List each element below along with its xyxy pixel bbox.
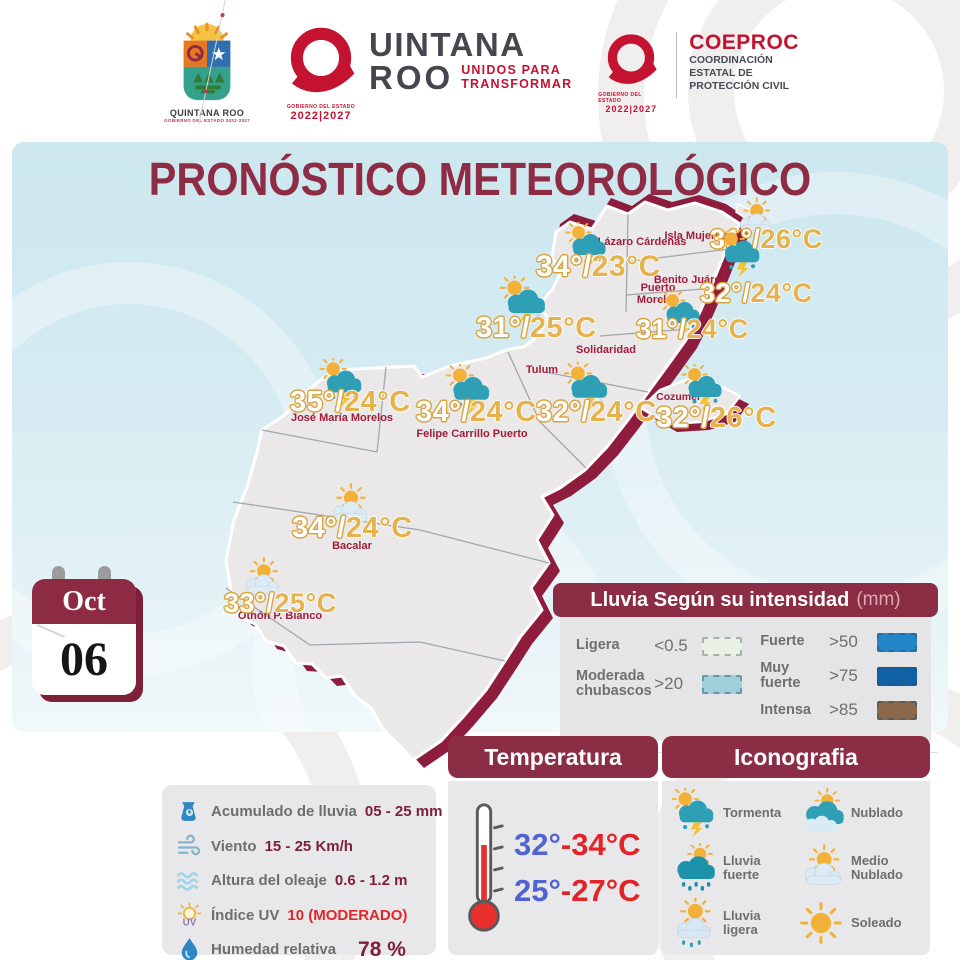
shield-caption: QUINTANA ROO (169, 108, 245, 118)
temp-tulum: 32°/24°C (536, 396, 657, 428)
coeproc-logo-group: GOBIERNO DEL ESTADO 2022|2027 COEPROC CO… (598, 30, 799, 114)
brand-q-icon (282, 22, 360, 108)
legend-item-muy-fuerte: Muy fuerte >75 (760, 660, 917, 691)
city-label-solidaridad: Solidaridad (576, 344, 636, 356)
brand-gov-label: GOBIERNO DEL ESTADO (287, 104, 355, 110)
coeproc-subtitle-2: ESTATAL DE (689, 67, 753, 80)
conditions-panel: Acumulado de lluvia 05 - 25 mm Viento 15… (162, 785, 442, 960)
row-viento: Viento 15 - 25 Km/h (176, 833, 424, 860)
coeproc-term: 2022|2027 (605, 104, 658, 114)
day-range-high: -34°C (560, 827, 641, 862)
date-card: Oct 06 (32, 566, 144, 704)
city-label-felipe-carrillo-puerto: Felipe Carrillo Puerto (416, 428, 528, 440)
swatch-muy-fuerte (877, 666, 917, 686)
temperature-panel-header: Temperatura (448, 736, 658, 778)
date-day: 06 (60, 632, 108, 686)
row-acumulado-lluvia: Acumulado de lluvia 05 - 25 mm (176, 798, 442, 825)
legend-item-moderada: Moderada chubascos >20 (576, 668, 743, 699)
legend-soleado: Soleado (796, 896, 924, 951)
coeproc-name: COEPROC (689, 31, 799, 54)
iconography-panel-title: Iconografia (734, 743, 858, 770)
temp-othon-p-blanco: 33°/25°C (224, 588, 337, 618)
nublado-icon (796, 788, 846, 838)
temp-felipe-carrillo-puerto: 34°/24°C (416, 396, 537, 428)
page-title: PRONÓSTICO METEOROLÓGICO (148, 153, 812, 205)
brand-term: 2022|2027 (290, 110, 352, 122)
date-month: Oct (62, 585, 106, 617)
humidity-drop-icon (181, 938, 198, 960)
temperature-ranges: 32°-34°C 25°-27°C (514, 827, 640, 909)
temp-cozumel: 32°/26°C (656, 402, 777, 434)
temp-bacalar: 34°/24°C (292, 512, 413, 544)
swatch-fuerte (877, 632, 917, 652)
brand-word-bottom: ROO (369, 59, 454, 96)
rain-legend-unit: (mm) (856, 589, 901, 610)
swatch-moderada (702, 674, 743, 694)
swatch-intensa (877, 700, 917, 720)
quintana-roo-wordmark: GOBIERNO DEL ESTADO 2022|2027 UINTANA RO… (279, 22, 572, 122)
row-altura-oleaje: Altura del oleaje 0.6 - 1.2 m (176, 867, 424, 894)
coeproc-q-icon (601, 30, 661, 96)
brand-tagline-1: UNIDOS PARA (461, 63, 561, 77)
coeproc-subtitle-3: PROTECCIÓN CIVIL (689, 80, 790, 93)
lluvia-fuerte-icon (668, 843, 718, 893)
svg-text:UV: UV (183, 917, 197, 928)
iconography-panel-header: Iconografia (662, 736, 930, 778)
uv-index-icon: UV (177, 902, 202, 928)
swatch-ligera (702, 636, 743, 656)
temp-benito-juarez: 32°/24°C (700, 278, 813, 308)
rain-intensity-legend: Lluvia Según su intensidad (mm) Ligera <… (553, 583, 938, 754)
thermometer-icon (468, 803, 504, 932)
brand-tagline-2: TRANSFORMAR (461, 76, 573, 91)
brand-word-top: UINTANA (369, 26, 526, 63)
weather-icon-benito-juarez (714, 228, 764, 278)
temp-puerto-morelos: 31°/24°C (636, 314, 749, 344)
legend-tormenta: Tormenta (668, 785, 796, 840)
legend-medio-nublado: Medio Nublado (796, 840, 924, 895)
legend-item-fuerte: Fuerte >50 (760, 632, 917, 652)
rain-legend-header: Lluvia Según su intensidad (mm) (553, 583, 938, 617)
temp-solidaridad: 31°/25°C (476, 312, 597, 344)
lluvia-ligera-icon (668, 898, 718, 948)
iconography-panel: Iconografia Tormenta Nublado Lluvia fuer… (662, 736, 930, 955)
legend-item-ligera: Ligera <0.5 (576, 636, 743, 656)
night-range-high: -27°C (560, 873, 641, 908)
medio-nublado-icon (796, 843, 846, 893)
rain-gauge-icon (181, 802, 196, 821)
tormenta-icon (668, 788, 718, 838)
night-range-low: 25° (514, 873, 561, 908)
legend-item-intensa: Intensa >85 (760, 700, 917, 720)
soleado-icon (796, 898, 846, 948)
temp-lazaro-cardenas: 34°/23°C (536, 250, 661, 283)
row-humedad-relativa: Humedad relativa 78 % (176, 936, 424, 960)
temperature-panel: Temperatura 32°-34°C 25°-27°C (448, 736, 658, 955)
coeproc-subtitle-1: COORDINACIÓN (689, 54, 773, 67)
waves-icon (176, 872, 199, 891)
day-range-low: 32° (514, 827, 561, 862)
decorative-fold-line (36, 623, 66, 638)
temp-jose-maria-morelos: 35°/24°C (290, 386, 411, 418)
coeproc-gov-label: GOBIERNO DEL ESTADO (598, 92, 642, 104)
legend-lluvia-fuerte: Lluvia fuerte (668, 840, 796, 895)
temperature-panel-title: Temperatura (484, 743, 622, 770)
quintana-roo-coat-of-arms: ★ QUINTANA ROO GOBIERNO DEL ESTADO 2022-… (161, 22, 253, 123)
row-indice-uv: UV Índice UV 10 (MODERADO) (176, 902, 424, 929)
decorative-dot (220, 12, 225, 18)
legend-nublado: Nublado (796, 785, 924, 840)
wind-icon (177, 834, 201, 855)
rain-legend-title: Lluvia Según su intensidad (590, 588, 850, 611)
legend-lluvia-ligera: Lluvia ligera (668, 896, 796, 951)
header-divider (676, 32, 678, 98)
header: ★ QUINTANA ROO GOBIERNO DEL ESTADO 2022-… (0, 0, 960, 140)
shield-subcaption: GOBIERNO DEL ESTADO 2022-2027 (164, 118, 250, 123)
